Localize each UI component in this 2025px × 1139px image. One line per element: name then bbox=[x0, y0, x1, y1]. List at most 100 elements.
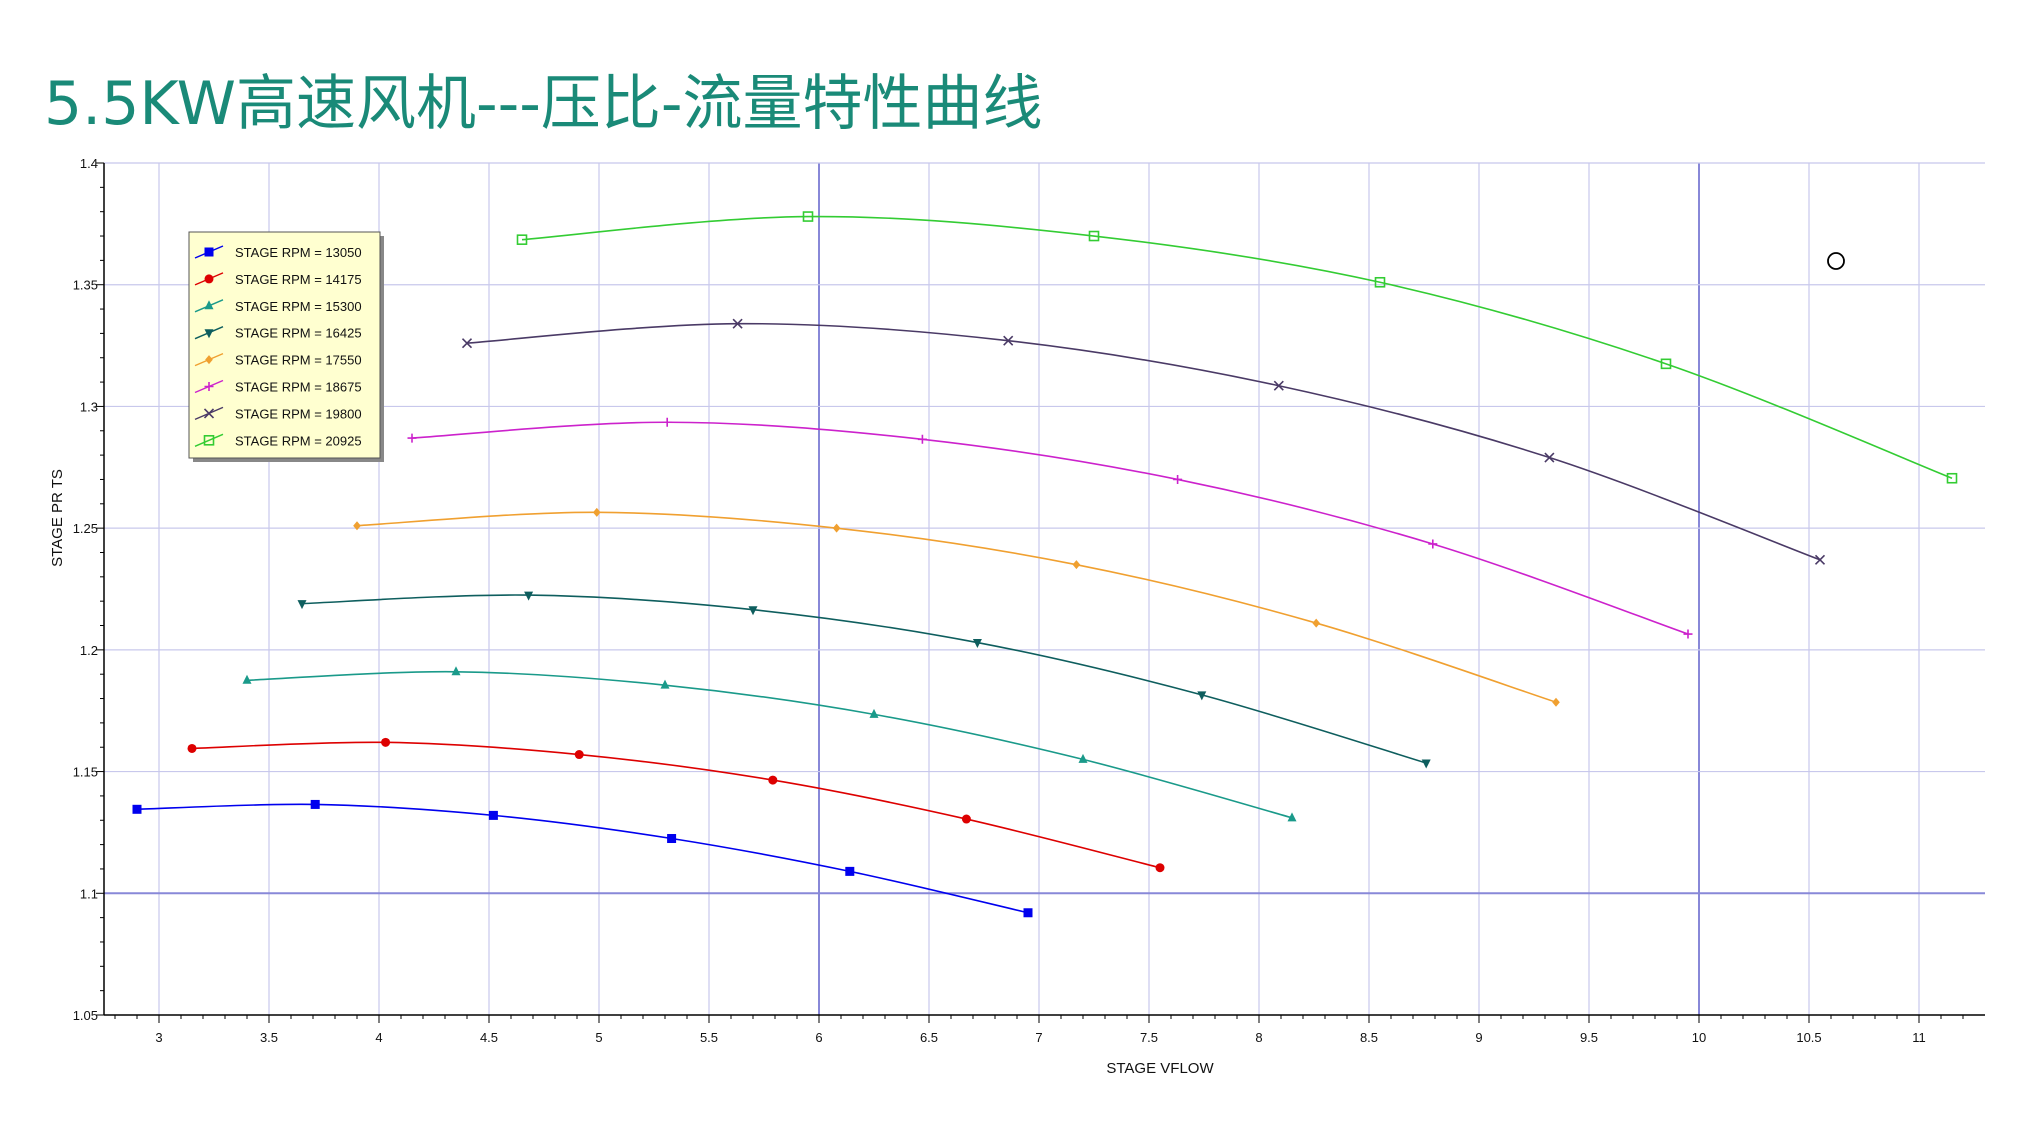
x-tick-label: 8 bbox=[1255, 1030, 1262, 1045]
legend-swatch-marker bbox=[205, 355, 213, 365]
data-point bbox=[574, 750, 584, 760]
x-tick-label: 8.5 bbox=[1360, 1030, 1378, 1045]
data-point bbox=[1003, 335, 1014, 346]
legend-swatch-marker bbox=[203, 408, 215, 419]
series-rpm-15300 bbox=[242, 666, 1297, 822]
legend-swatch-line bbox=[194, 433, 224, 447]
legend-entry: STAGE RPM = 14175 bbox=[194, 272, 362, 287]
legend-entry: STAGE RPM = 13050 bbox=[194, 245, 362, 260]
y-tick-label: 1.1 bbox=[80, 886, 98, 901]
legend-box bbox=[188, 231, 381, 459]
legend-label: STAGE RPM = 18675 bbox=[235, 380, 362, 395]
series-rpm-17550 bbox=[353, 507, 1560, 707]
legend-label: STAGE RPM = 17550 bbox=[235, 353, 362, 368]
series-line bbox=[356, 511, 1557, 703]
data-point bbox=[662, 417, 672, 427]
series-line bbox=[411, 421, 1689, 635]
data-point bbox=[461, 338, 473, 349]
data-point bbox=[132, 804, 142, 814]
series-line bbox=[301, 594, 1427, 764]
data-point bbox=[660, 679, 670, 689]
series-layer bbox=[132, 211, 1958, 918]
data-point bbox=[1683, 629, 1693, 639]
legend-label: STAGE RPM = 15300 bbox=[235, 299, 362, 314]
legend-entry: STAGE RPM = 20925 bbox=[194, 433, 362, 448]
data-point bbox=[1078, 753, 1088, 763]
series-rpm-19800 bbox=[461, 318, 1826, 565]
data-point bbox=[592, 507, 601, 517]
data-point bbox=[187, 743, 197, 753]
legend-label: STAGE RPM = 13050 bbox=[235, 245, 362, 260]
data-point bbox=[1428, 539, 1438, 549]
legend-swatch-marker bbox=[204, 247, 214, 257]
data-point bbox=[1155, 863, 1165, 873]
y-tick-label: 1.35 bbox=[73, 278, 98, 293]
legend-entry: STAGE RPM = 17550 bbox=[194, 353, 362, 368]
data-point bbox=[242, 674, 252, 684]
series-rpm-16425 bbox=[297, 591, 1431, 769]
series-rpm-18675 bbox=[407, 417, 1693, 639]
legend-swatch-marker bbox=[204, 382, 214, 391]
y-ticks: 1.05 1.1 1.15 1.2 1.25 1.3 1.35 1.4 bbox=[73, 156, 104, 1023]
x-axis-title: STAGE VFLOW bbox=[1106, 1060, 1214, 1077]
x-tick-label: 3 bbox=[155, 1030, 162, 1045]
data-point bbox=[732, 318, 743, 329]
legend-entry: STAGE RPM = 16425 bbox=[194, 326, 362, 341]
data-point bbox=[1197, 691, 1207, 701]
data-point bbox=[972, 639, 982, 649]
grid-lines bbox=[104, 162, 1985, 1015]
x-tick-label: 4.5 bbox=[480, 1030, 498, 1045]
data-point bbox=[310, 799, 320, 809]
data-point bbox=[748, 606, 758, 616]
data-point bbox=[1552, 697, 1560, 707]
x-tick-label: 9.5 bbox=[1580, 1030, 1598, 1045]
data-point bbox=[917, 434, 927, 444]
series-rpm-20925 bbox=[516, 211, 1958, 484]
series-rpm-14175 bbox=[187, 737, 1165, 873]
x-tick-label: 6.5 bbox=[920, 1030, 938, 1045]
data-point bbox=[961, 814, 971, 824]
legend-swatch-marker bbox=[204, 274, 214, 284]
data-point bbox=[407, 433, 417, 443]
open-circle-marker bbox=[1827, 252, 1845, 270]
legend-entry: STAGE RPM = 19800 bbox=[194, 406, 362, 421]
data-point bbox=[1072, 560, 1081, 570]
y-axis-title: STAGE PR TS bbox=[49, 469, 66, 567]
x-tick-label: 6 bbox=[815, 1030, 822, 1045]
data-point bbox=[802, 211, 814, 222]
data-point bbox=[451, 666, 461, 676]
x-tick-label: 5 bbox=[595, 1030, 602, 1045]
data-point bbox=[1374, 276, 1386, 288]
data-point bbox=[1273, 380, 1284, 391]
legend-entry: STAGE RPM = 15300 bbox=[194, 299, 362, 314]
data-point bbox=[845, 866, 855, 876]
data-point bbox=[381, 737, 391, 747]
x-ticks: 3 3.5 4 4.5 5 5.5 6 6.5 7 7.5 8 8.5 9 9.5 10 10.5 11 bbox=[114, 1015, 1964, 1045]
data-point bbox=[1023, 908, 1033, 918]
data-point bbox=[1814, 554, 1826, 565]
data-point bbox=[1421, 759, 1431, 769]
x-tick-label: 7.5 bbox=[1140, 1030, 1158, 1045]
x-tick-label: 10 bbox=[1692, 1030, 1706, 1045]
y-tick-label: 1.05 bbox=[73, 1008, 98, 1023]
data-point bbox=[297, 600, 307, 610]
data-point bbox=[667, 834, 677, 844]
series-line bbox=[246, 670, 1293, 819]
y-tick-label: 1.25 bbox=[73, 521, 98, 536]
x-tick-label: 5.5 bbox=[700, 1030, 718, 1045]
slide-title: 5.5KW高速风机---压比-流量特性曲线 bbox=[44, 69, 1043, 139]
y-tick-label: 1.15 bbox=[73, 765, 98, 780]
data-point bbox=[1088, 230, 1100, 242]
legend-entry: STAGE RPM = 18675 bbox=[194, 380, 362, 395]
axes bbox=[103, 163, 1985, 1016]
legend-label: STAGE RPM = 19800 bbox=[235, 406, 362, 421]
data-point bbox=[1660, 358, 1672, 370]
legend-label: STAGE RPM = 14175 bbox=[235, 272, 362, 287]
data-point bbox=[1544, 452, 1555, 463]
x-tick-label: 4 bbox=[375, 1030, 382, 1045]
data-point bbox=[353, 521, 361, 531]
legend-label: STAGE RPM = 16425 bbox=[235, 326, 362, 341]
data-point bbox=[832, 523, 841, 533]
series-line bbox=[136, 803, 1029, 914]
